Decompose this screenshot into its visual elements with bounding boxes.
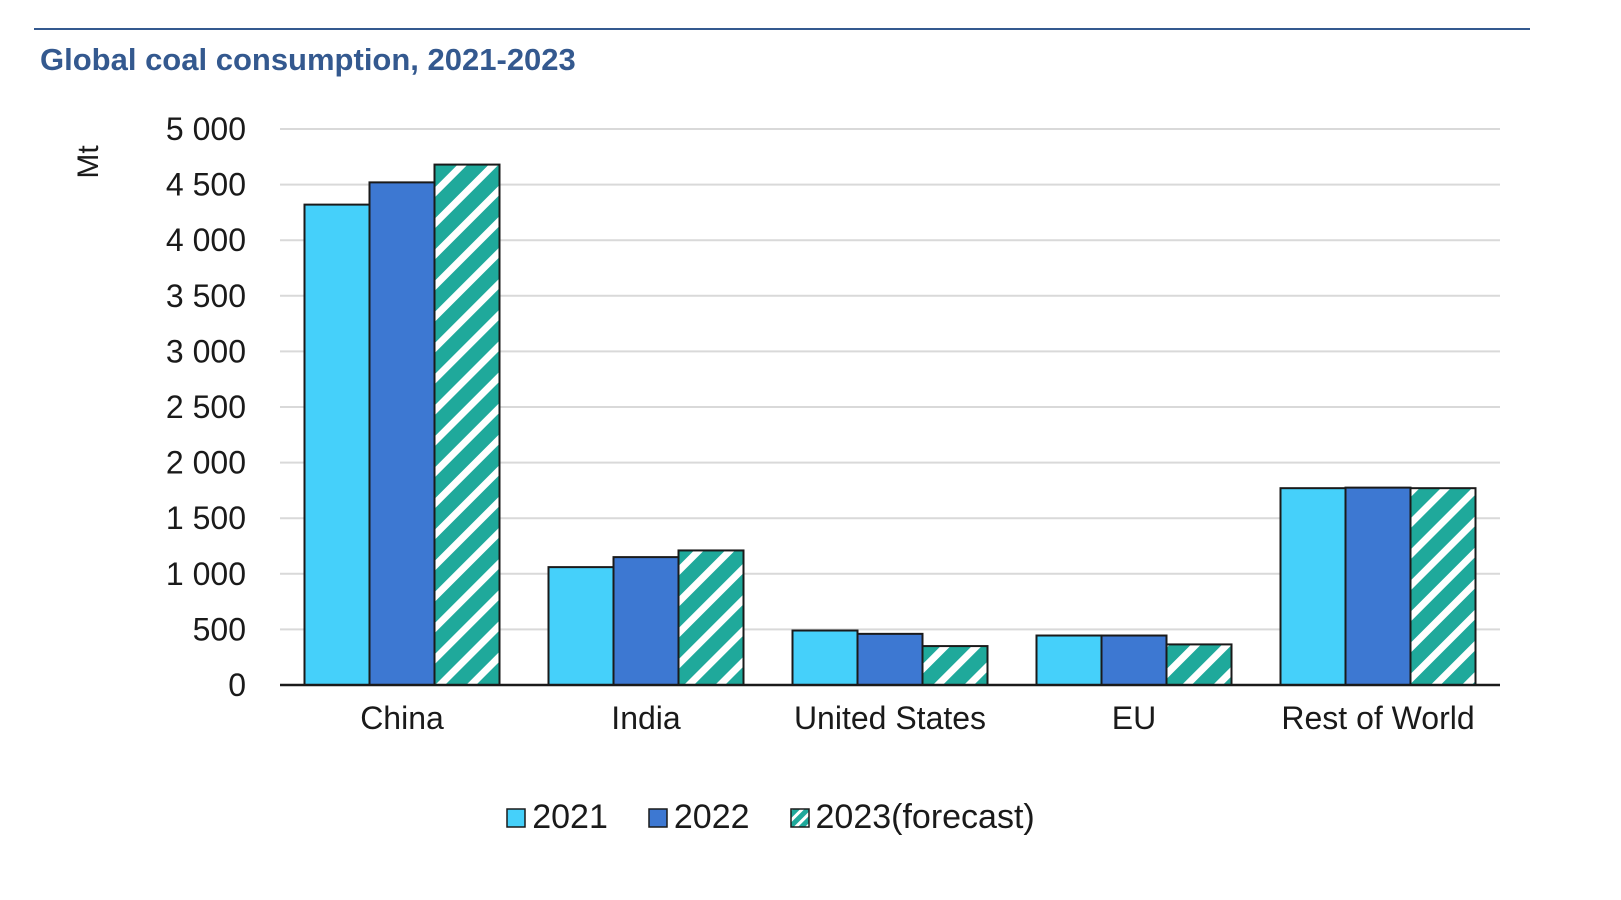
y-tick-label: 2 500 [166, 389, 246, 425]
bar-united-states-2021 [791, 629, 859, 687]
bar-united-states-2022 [856, 632, 924, 687]
x-tick-label: Rest of World [1281, 700, 1474, 736]
y-tick-label: 4 500 [166, 167, 246, 203]
bar-eu-2023forecast [1165, 643, 1233, 686]
bar-eu-2021 [1035, 634, 1103, 686]
bar-rest-of-world-2023forecast [1409, 487, 1477, 686]
legend-item: 2023(forecast) [789, 798, 1035, 837]
y-axis-ticks: 0 500 1 000 1 500 2 000 2 500 3 000 3 500 4 000 4… [166, 111, 246, 703]
bars [303, 163, 1477, 687]
legend: 2021 2022 2023(forecast) [0, 798, 1621, 837]
chart-title: Global coal consumption, 2021-2023 [40, 42, 576, 77]
x-tick-label: EU [1112, 700, 1156, 736]
legend-label: 2023(forecast) [815, 798, 1035, 836]
top-rule [34, 28, 1530, 30]
y-tick-label: 2 000 [166, 445, 246, 481]
x-tick-label: China [360, 700, 444, 736]
bar-china-2023forecast [433, 163, 501, 687]
y-tick-label: 0 [228, 667, 246, 703]
y-tick-label: 1 500 [166, 500, 246, 536]
y-tick-label: 500 [193, 611, 246, 647]
legend-swatch [506, 807, 526, 828]
x-tick-label: India [611, 700, 681, 736]
bar-united-states-2023forecast [921, 645, 989, 687]
bar-eu-2022 [1100, 634, 1168, 686]
y-tick-label: 1 000 [166, 556, 246, 592]
x-axis-ticks: China India United States EU Rest of World [360, 700, 1474, 736]
legend-label: 2022 [673, 798, 750, 836]
y-tick-label: 3 000 [166, 333, 246, 369]
x-tick-label: United States [794, 700, 986, 736]
bar-india-2022 [612, 556, 680, 686]
legend-swatch [789, 807, 810, 828]
legend-label: 2021 [532, 798, 608, 836]
bar-china-2021 [303, 203, 371, 686]
bar-china-2022 [368, 181, 436, 686]
bar-rest-of-world-2021 [1279, 487, 1347, 686]
y-axis-label: Mt [72, 145, 105, 179]
y-tick-label: 4 000 [166, 222, 246, 258]
y-tick-label: 3 500 [166, 278, 246, 314]
legend-item: 2022 [648, 798, 750, 837]
bar-india-2023forecast [677, 549, 745, 686]
bar-india-2021 [547, 566, 615, 686]
legend-item: 2021 [506, 798, 608, 837]
bar-rest-of-world-2022 [1344, 486, 1412, 686]
legend-swatch [648, 807, 668, 828]
y-tick-label: 5 000 [166, 111, 246, 147]
